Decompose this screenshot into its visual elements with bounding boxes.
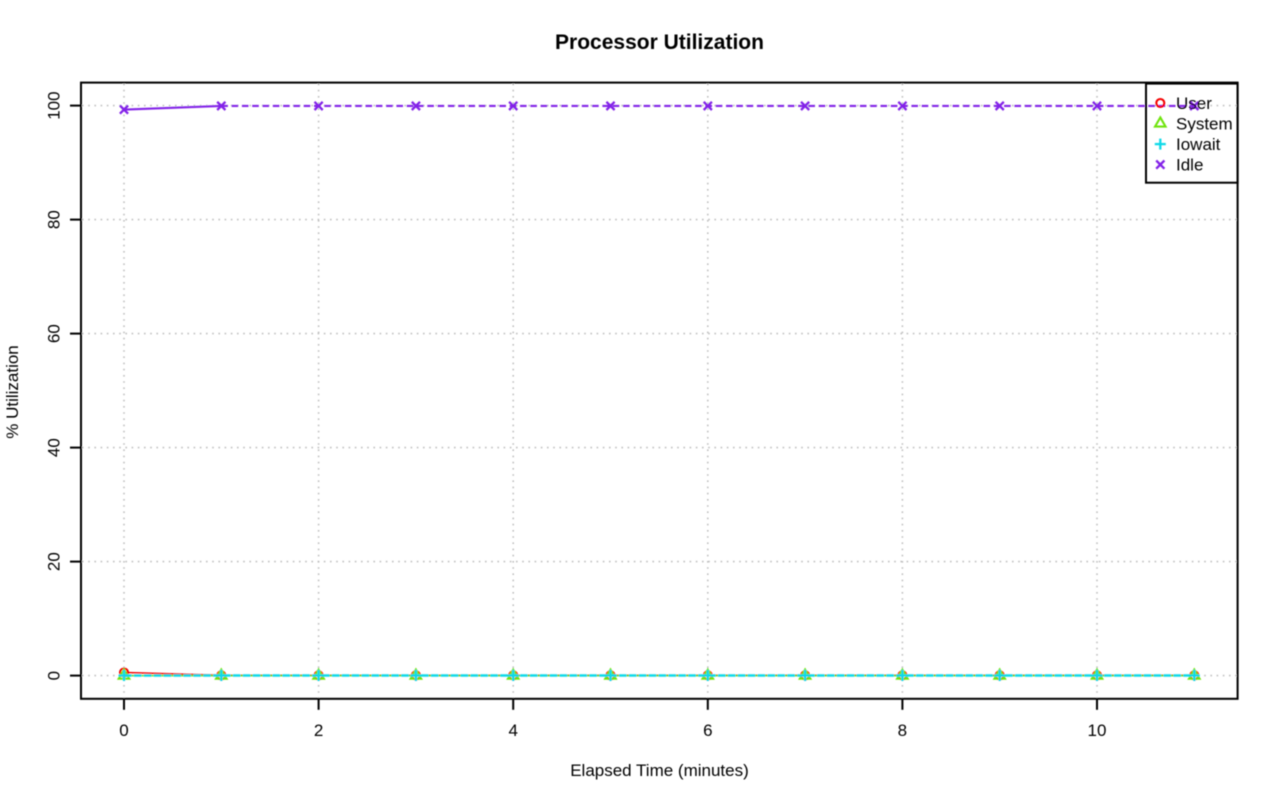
svg-text:0: 0 [119, 721, 128, 740]
svg-text:4: 4 [508, 721, 517, 740]
svg-text:0: 0 [45, 671, 64, 680]
svg-text:Iowait: Iowait [1176, 135, 1221, 154]
svg-text:User: User [1176, 94, 1212, 113]
svg-text:60: 60 [45, 324, 64, 343]
svg-text:Elapsed Time (minutes): Elapsed Time (minutes) [570, 761, 749, 780]
svg-text:2: 2 [314, 721, 323, 740]
svg-text:Idle: Idle [1176, 155, 1203, 174]
svg-text:40: 40 [45, 438, 64, 457]
svg-text:20: 20 [45, 552, 64, 571]
svg-text:80: 80 [45, 210, 64, 229]
svg-text:% Utilization: % Utilization [3, 345, 22, 439]
svg-text:System: System [1176, 114, 1233, 133]
svg-text:Processor Utilization: Processor Utilization [555, 31, 764, 54]
svg-text:100: 100 [45, 91, 64, 119]
svg-text:6: 6 [703, 721, 712, 740]
svg-text:10: 10 [1088, 721, 1107, 740]
svg-text:8: 8 [898, 721, 907, 740]
